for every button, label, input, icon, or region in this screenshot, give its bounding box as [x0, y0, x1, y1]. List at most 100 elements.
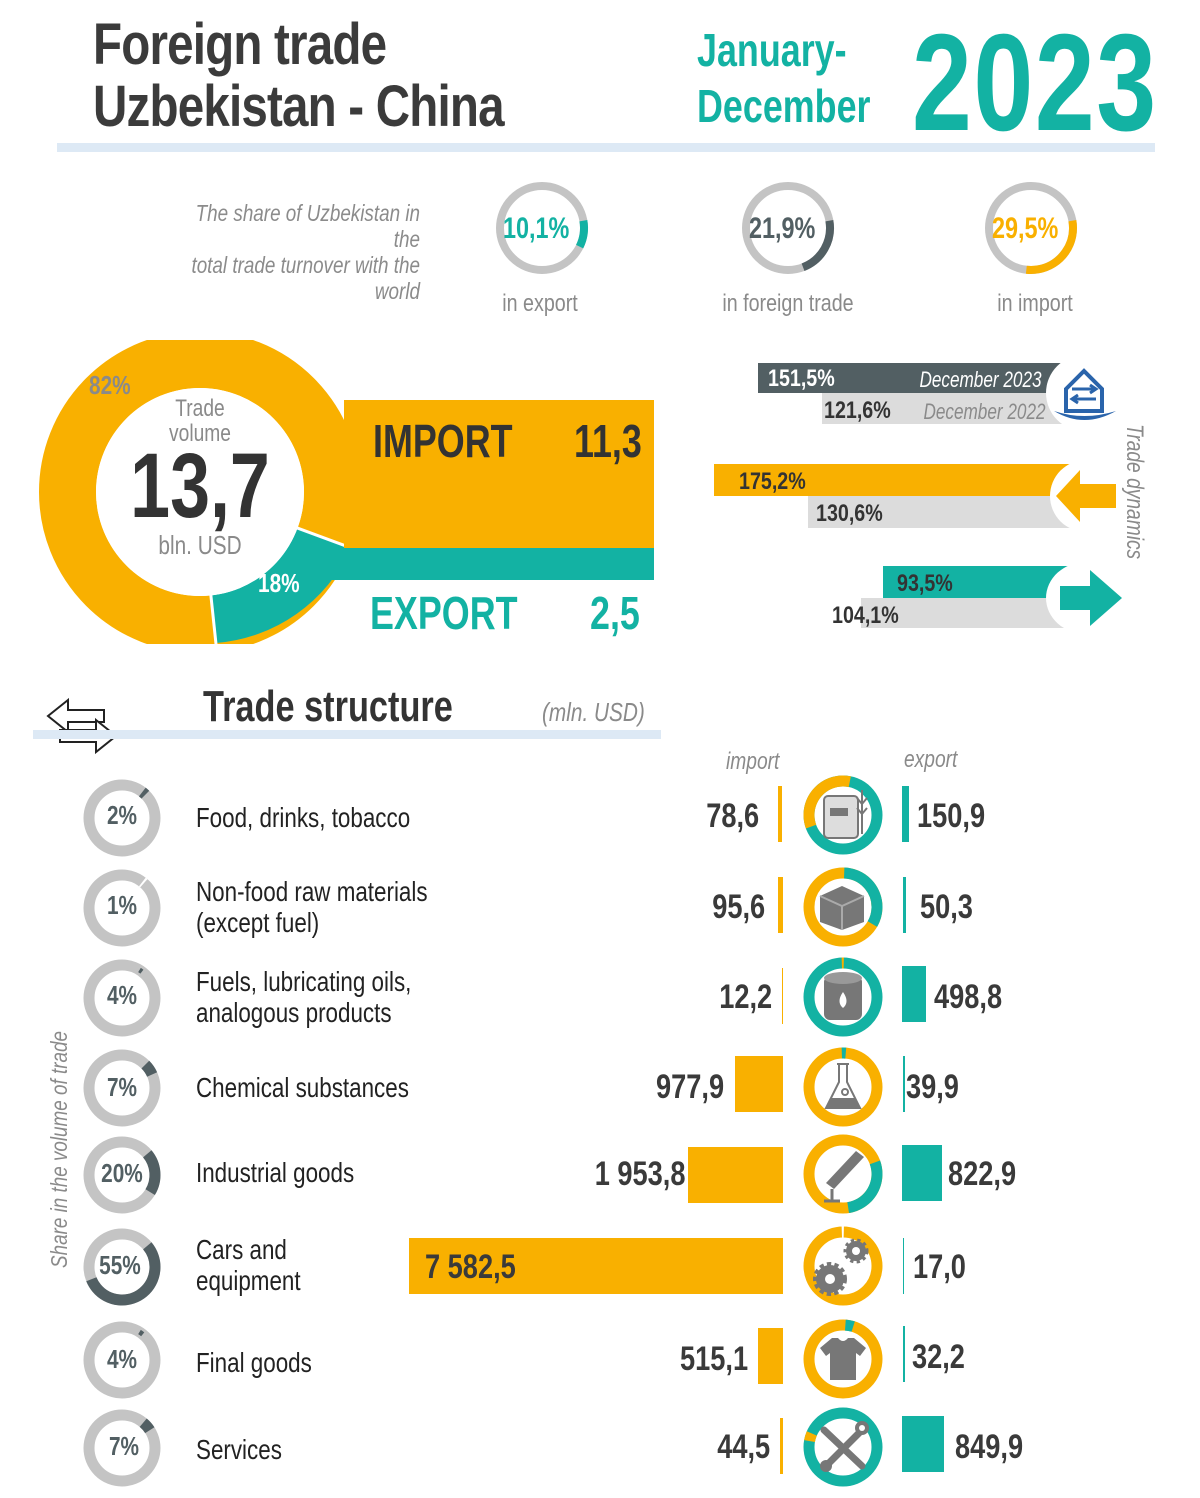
raw-materials-icon — [802, 866, 884, 953]
export-column-header: export — [904, 746, 958, 773]
row-share-pct: 1% — [106, 890, 138, 920]
tshirt-icon — [802, 1318, 884, 1405]
year: 2023 — [912, 6, 1158, 160]
share-caption: The share of Uzbekistan in the total tra… — [110, 200, 420, 304]
dyn-total-2022-bar — [822, 393, 1063, 424]
trade-house-icon — [1046, 355, 1122, 431]
row-import-bar — [782, 968, 783, 1024]
row-import-value: 1 953,8 — [594, 1155, 685, 1193]
row-share-pct: 7% — [106, 1072, 138, 1102]
share-import-ring — [983, 180, 1079, 276]
title-line-2: Uzbekistan - China — [93, 74, 505, 139]
row-import-bar — [780, 1418, 783, 1474]
export-value: 2,5 — [590, 587, 640, 639]
dyn-total-2023-value: 151,5% — [768, 365, 835, 392]
row-import-value: 44,5 — [717, 1428, 770, 1466]
row-share-pct: 4% — [106, 980, 138, 1010]
dyn-import-2022-value: 130,6% — [816, 500, 883, 527]
share-import-value: 29,5% — [992, 212, 1059, 245]
tools-icon — [802, 1406, 884, 1493]
page-title: Foreign trade Uzbekistan - China — [93, 14, 594, 138]
title-line-1: Foreign trade — [93, 12, 387, 77]
trade-volume-caption: Trade volume — [140, 396, 260, 446]
category-line-1: Cars and — [196, 1234, 287, 1265]
row-export-value: 822,9 — [948, 1155, 1017, 1193]
share-export-value: 10,1% — [503, 212, 570, 245]
dyn-import-2023-bar — [714, 464, 1074, 496]
row-export-value: 150,9 — [917, 797, 986, 835]
export-bar — [330, 548, 654, 580]
import-column-header: import — [726, 748, 780, 775]
import-arrow-icon — [1050, 460, 1122, 532]
header-divider — [57, 143, 1155, 152]
row-import-value: 12,2 — [719, 978, 772, 1016]
row-category: Industrial goods — [196, 1157, 354, 1188]
share-volume-label: Share in the volume of trade — [46, 1031, 72, 1268]
row-category: Final goods — [196, 1347, 312, 1378]
dyn-export-2022-value: 104,1% — [832, 602, 899, 629]
period: January- December — [697, 22, 919, 134]
share-caption-line-2: total trade turnover with the world — [191, 252, 420, 304]
row-share-ring — [82, 1408, 162, 1493]
row-category: Chemical substances — [196, 1072, 409, 1103]
row-export-value: 39,9 — [906, 1068, 959, 1106]
structure-divider — [33, 730, 661, 739]
category-line-2: equipment — [196, 1265, 301, 1296]
row-share-pct: 4% — [106, 1344, 138, 1374]
legend-december-2022: December 2022 — [923, 399, 1046, 424]
row-import-bar — [735, 1056, 783, 1112]
row-export-bar — [902, 966, 926, 1022]
share-export-ring — [494, 180, 590, 276]
steel-beam-icon — [802, 1133, 884, 1220]
row-category: Food, drinks, tobacco — [196, 802, 410, 833]
category-line-1: Food, drinks, tobacco — [196, 802, 411, 833]
row-export-bar — [903, 1056, 905, 1112]
category-line-1: Non-food raw materials — [196, 876, 428, 907]
export-label: EXPORT — [370, 587, 518, 639]
row-export-bar — [902, 1416, 944, 1472]
row-export-value: 50,3 — [920, 888, 973, 926]
row-import-value: 78,6 — [706, 797, 759, 835]
row-import-bar — [778, 877, 783, 933]
row-category: Services — [196, 1434, 282, 1465]
row-import-value: 977,9 — [655, 1068, 724, 1106]
category-line-1: Final goods — [196, 1347, 312, 1378]
row-export-value: 17,0 — [913, 1248, 966, 1286]
row-import-bar — [758, 1328, 783, 1384]
export-share-pct: 18% — [258, 568, 300, 598]
legend-december-2023: December 2023 — [919, 367, 1042, 392]
row-import-bar — [688, 1147, 783, 1203]
period-line-2: December — [697, 80, 871, 132]
row-share-ring — [82, 778, 162, 863]
chemistry-flask-icon — [802, 1046, 884, 1133]
row-export-value: 849,9 — [955, 1428, 1024, 1466]
trade-volume-value: 13,7 — [130, 435, 270, 537]
category-line-2: (except fuel) — [196, 907, 320, 938]
row-category: Fuels, lubricating oils, analogous produc… — [196, 966, 411, 1028]
row-category: Non-food raw materials (except fuel) — [196, 876, 428, 938]
category-line-2: analogous products — [196, 997, 392, 1028]
row-import-value: 95,6 — [712, 888, 765, 926]
food-icon — [802, 774, 884, 861]
dyn-total-2022-value: 121,6% — [824, 397, 891, 424]
row-export-bar — [902, 786, 909, 842]
row-import-value: 515,1 — [679, 1340, 748, 1378]
row-export-value: 32,2 — [912, 1338, 965, 1376]
row-import-bar — [778, 786, 782, 842]
import-label: IMPORT — [373, 415, 513, 467]
row-share-ring — [82, 958, 162, 1043]
trade-dynamics-label: Trade dynamics — [1121, 424, 1148, 560]
share-import-label: in import — [997, 290, 1073, 317]
row-share-pct: 20% — [101, 1158, 143, 1188]
share-export-label: in export — [502, 290, 578, 317]
export-arrow-icon — [1046, 562, 1126, 634]
row-share-pct: 2% — [106, 800, 138, 830]
category-line-1: Fuels, lubricating oils, — [196, 966, 412, 997]
import-value: 11,3 — [574, 415, 642, 467]
dyn-export-2023-bar — [883, 566, 1068, 598]
dyn-export-2022-bar — [861, 598, 1068, 628]
import-share-pct: 82% — [89, 370, 131, 400]
row-export-bar — [902, 1145, 942, 1201]
category-line-1: Services — [196, 1434, 282, 1465]
dyn-import-2023-value: 175,2% — [739, 468, 806, 495]
